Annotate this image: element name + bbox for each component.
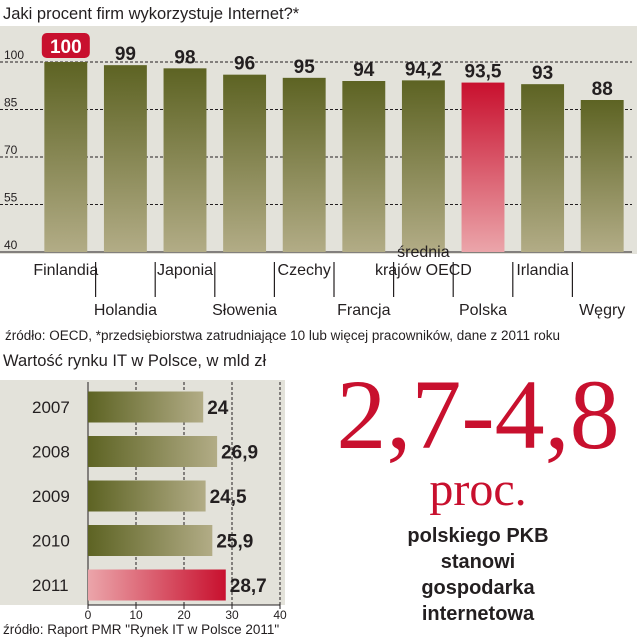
chart2-x-axis: 0 10 20 30 40 [85,604,287,622]
bar [580,100,624,252]
y-tick-label: 70 [4,143,18,157]
bar [88,436,218,467]
bar [461,82,505,252]
value-label: 95 [294,57,316,78]
bar [342,81,386,252]
chart1-bars [44,62,624,253]
x-tick-label: 10 [129,608,143,622]
bar [44,62,88,252]
value-label: 24,5 [210,487,247,508]
callout-line-2: stanowi [441,551,515,573]
chart2-title: Wartość rynku IT w Polsce, w mld zł [3,352,266,370]
value-label: 28,7 [230,576,267,597]
chart2-value-labels: 24 26,9 24,5 25,9 28,7 [207,398,267,597]
y-tick-label: 55 [4,191,18,205]
y-tick-label: 85 [4,96,18,110]
year-label: 2008 [32,443,70,462]
chart1-value-labels: 100 99 98 96 95 94 94,2 93,5 93 88 [41,33,613,100]
value-label: 99 [115,44,136,65]
category-label: Polska [459,302,507,319]
callout-line-1: polskiego PKB [407,525,548,547]
bar [88,569,226,601]
callout-unit: proc. [429,463,526,516]
x-tick-label: 30 [225,608,239,622]
chart1-y-axis: 40 55 70 85 100 [4,48,24,252]
x-tick-label: 0 [85,608,92,622]
value-label: 26,9 [221,443,258,464]
value-label: 88 [592,79,613,100]
value-label: 25,9 [216,532,253,553]
y-tick-label: 100 [4,48,24,62]
bar [163,68,207,252]
chart2-source: źródło: Raport PMR "Rynek IT w Polsce 20… [3,622,279,637]
year-label: 2009 [32,487,70,506]
category-label: Finlandia [33,262,98,279]
year-label: 2010 [32,532,70,551]
value-label: 24 [207,398,229,419]
category-label: Węgry [579,302,625,319]
bar [223,74,267,253]
callout-line-3: gospodarka [421,577,535,599]
callout-number: 2,7-4,8 [336,359,619,470]
callout-line-4: internetowa [422,603,535,625]
category-label: średnia [397,244,450,261]
value-label-box [41,33,90,58]
category-label: Japonia [157,262,213,279]
chart1-x-axis-labels: Finlandia Holandia Japonia Słowenia Czechy Fr… [33,244,625,319]
category-label: Czechy [278,262,331,279]
bar [88,525,213,556]
bar [88,391,204,423]
bar [282,77,326,252]
chart2-bars [88,391,226,601]
bar [521,84,565,253]
category-label: Słowenia [212,302,277,319]
x-tick-label: 20 [177,608,191,622]
category-label: krajów OECD [375,262,472,279]
value-label: 94,2 [405,59,442,80]
value-label: 98 [174,47,195,68]
value-label: 100 [50,37,82,58]
value-label: 93,5 [465,62,502,83]
y-tick-label: 40 [4,238,18,252]
value-label: 93 [532,63,553,84]
bar [88,480,206,512]
x-tick-label: 40 [273,608,287,622]
bar [401,80,445,252]
year-label: 2007 [32,398,70,417]
category-label: Irlandia [516,262,569,279]
value-label: 94 [353,60,375,81]
chart1-title: Jaki procent firm wykorzystuje Internet?… [3,5,300,23]
year-label: 2011 [32,576,69,595]
category-label: Holandia [94,302,157,319]
value-label: 96 [234,54,255,75]
chart1-source: źródło: OECD, *przedsiębiorstwa zatrudni… [5,328,560,343]
chart2-y-axis-labels: 2007 2008 2009 2010 2011 [32,398,70,595]
bar [103,65,147,253]
category-label: Francja [337,302,390,319]
